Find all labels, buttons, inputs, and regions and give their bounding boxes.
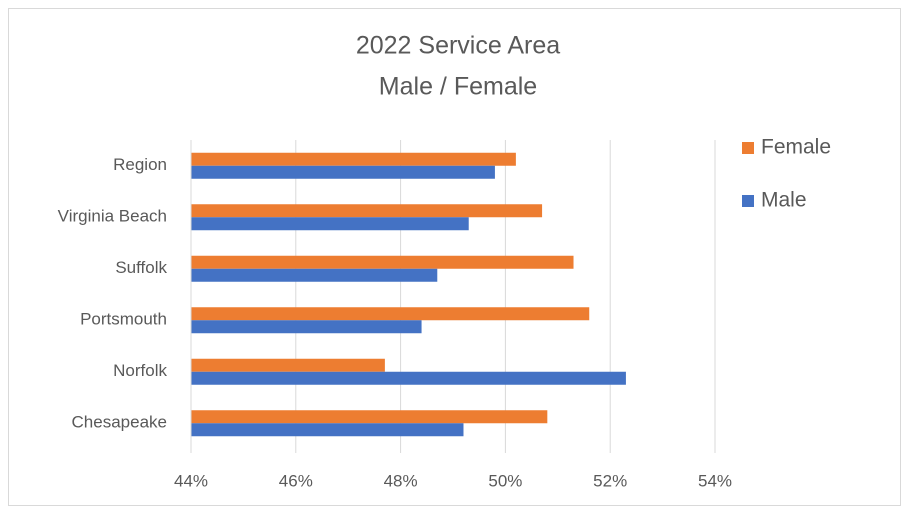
chart-title: 2022 Service Area: [356, 32, 560, 60]
bar: [191, 320, 422, 334]
legend-swatch: [742, 195, 754, 207]
legend-swatch: [742, 142, 754, 154]
y-tick-label: Suffolk: [115, 258, 167, 277]
legend-label: Male: [761, 189, 807, 212]
bar: [191, 217, 469, 231]
y-tick-label: Region: [113, 155, 167, 174]
x-tick-label: 50%: [488, 471, 522, 490]
x-tick-label: 44%: [174, 471, 208, 490]
x-tick-label: 54%: [698, 471, 732, 490]
legend-label: Female: [761, 136, 831, 159]
bar: [191, 358, 385, 372]
bar: [191, 204, 543, 218]
chart-title: Male / Female: [379, 73, 537, 101]
bar: [191, 371, 626, 385]
x-tick-label: 52%: [593, 471, 627, 490]
bar: [191, 165, 495, 179]
y-tick-label: Portsmouth: [80, 310, 167, 329]
bar: [191, 410, 548, 424]
bar: [191, 268, 438, 282]
bar: [191, 152, 516, 166]
y-tick-label: Norfolk: [113, 361, 167, 380]
bar: [191, 255, 574, 269]
x-tick-label: 48%: [384, 471, 418, 490]
bar: [191, 423, 464, 437]
x-tick-label: 46%: [279, 471, 313, 490]
y-tick-label: Virginia Beach: [58, 207, 167, 226]
bar: [191, 307, 590, 321]
y-tick-label: Chesapeake: [72, 413, 167, 432]
